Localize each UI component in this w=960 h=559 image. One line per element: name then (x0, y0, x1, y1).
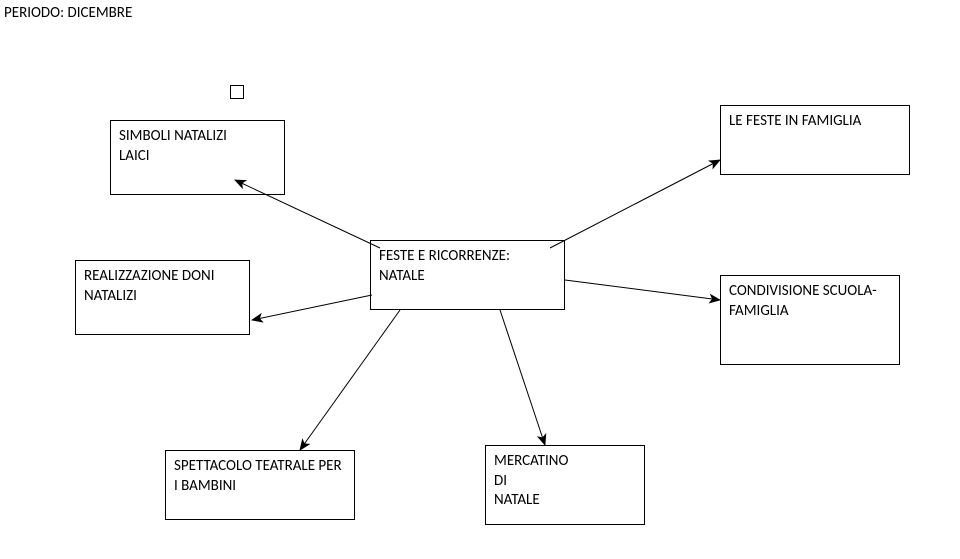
node-feste-ricorrenze: FESTE E RICORRENZE:NATALE (370, 240, 565, 310)
node-realizzazione-doni: REALIZZAZIONE DONI NATALIZI (75, 260, 250, 335)
checkbox-marker (230, 85, 244, 99)
node-simboli-natalizi: SIMBOLI NATALIZILAICI (110, 120, 285, 195)
node-condivisione: CONDIVISIONE SCUOLA-FAMIGLIA (720, 275, 900, 365)
page-header: PERIODO: DICEMBRE (4, 4, 132, 22)
node-mercatino-natale: MERCATINODI NATALE (485, 445, 645, 525)
node-feste-in-famiglia: LE FESTE IN FAMIGLIA (720, 105, 910, 175)
node-spettacolo-teatrale: SPETTACOLO TEATRALE PER I BAMBINI (165, 450, 355, 520)
